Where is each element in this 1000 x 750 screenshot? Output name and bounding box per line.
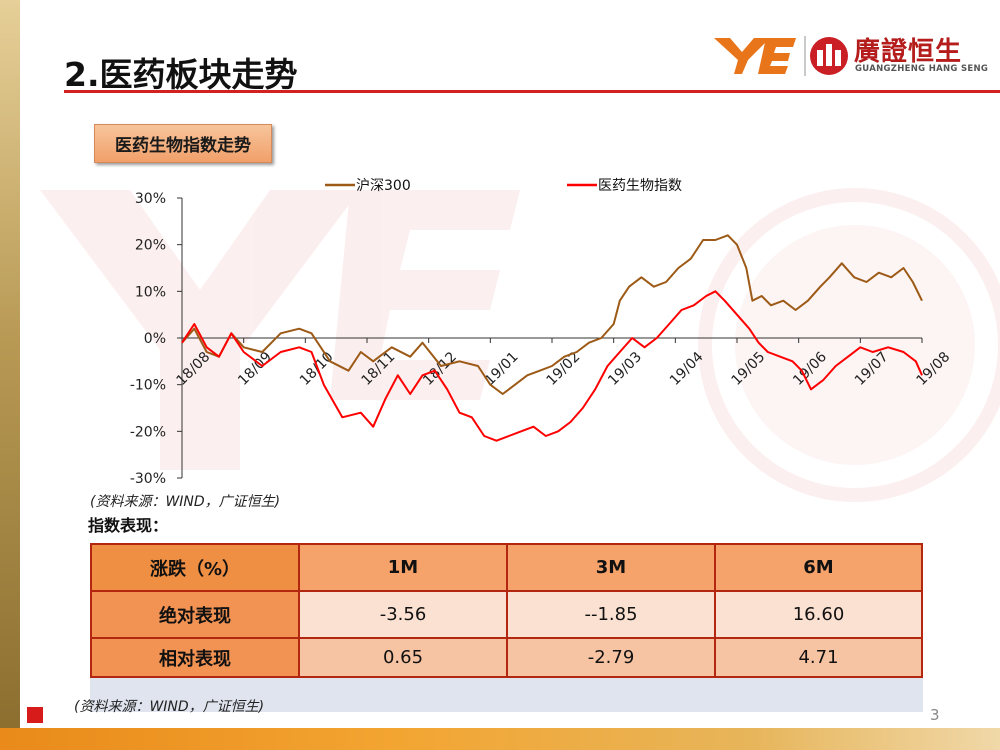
y-tick-label: 0% [144, 331, 166, 347]
table-source-note: (资料来源：WIND，广证恒生) [74, 699, 265, 715]
x-tick-label: 19/07 [852, 349, 892, 389]
performance-title: 指数表现： [88, 516, 169, 535]
left-decor-bar [0, 0, 20, 750]
y-tick-label: 10% [135, 284, 166, 300]
table-cell: 0.65 [298, 637, 508, 678]
y-tick-label: -20% [130, 424, 166, 440]
x-tick-label: 19/04 [667, 349, 707, 389]
header-cell: 6M [714, 543, 923, 592]
table-cell-empty [298, 676, 508, 712]
x-tick-label: 18/09 [235, 349, 275, 389]
page-title: 2.医药板块走势 [64, 55, 298, 94]
x-tick-label: 19/06 [790, 349, 830, 389]
table-header-row: 涨跌（%） 1M 3M 6M [90, 543, 923, 592]
table-cell: --1.85 [506, 590, 716, 639]
y-tick-label: -30% [130, 471, 166, 487]
y-tick-label: 30% [135, 191, 166, 207]
footer-strip [0, 728, 1000, 750]
table-empty-row [90, 676, 923, 712]
logo-name-cn: 廣證恒生 [854, 37, 963, 67]
header-cell: 3M [506, 543, 716, 592]
table-cell-empty [90, 676, 300, 712]
legend-label: 医药生物指数 [598, 178, 682, 194]
performance-table: 涨跌（%） 1M 3M 6M 绝对表现 -3.56 --1.85 16.60 相… [90, 543, 923, 712]
table-cell: 4.71 [714, 637, 923, 678]
footer-square [27, 707, 43, 723]
company-logo: 廣證恒生 GUANGZHENG HANG SENG [712, 34, 988, 78]
series-line-1 [181, 234, 923, 395]
x-tick-label: 18/08 [174, 349, 214, 389]
table-cell: -2.79 [506, 637, 716, 678]
legend-label: 沪深300 [356, 178, 411, 194]
header-cell: 涨跌（%） [90, 543, 300, 592]
x-tick-label: 19/01 [482, 349, 522, 389]
header-cell: 1M [298, 543, 508, 592]
table-cell-empty [506, 676, 716, 712]
row-label: 相对表现 [90, 637, 300, 678]
y-tick-label: -10% [130, 378, 166, 394]
table-cell: -3.56 [298, 590, 508, 639]
table-row: 绝对表现 -3.56 --1.85 16.60 [90, 590, 923, 639]
title-divider [64, 90, 1000, 93]
x-tick-label: 19/05 [729, 349, 769, 389]
row-label: 绝对表现 [90, 590, 300, 639]
table-row: 相对表现 0.65 -2.79 4.71 [90, 637, 923, 678]
table-cell-empty [714, 676, 923, 712]
chart-title-badge: 医药生物指数走势 [94, 124, 272, 163]
logo-name-en: GUANGZHENG HANG SENG [855, 64, 989, 74]
x-tick-label: 18/12 [420, 349, 460, 389]
brand-icon [714, 36, 848, 76]
table-cell: 16.60 [714, 590, 923, 639]
x-tick-label: 19/03 [605, 349, 645, 389]
x-tick-label: 19/02 [544, 349, 584, 389]
chart-source-note: (资料来源：WIND，广证恒生) [90, 494, 281, 510]
x-tick-label: 18/10 [297, 349, 337, 389]
y-tick-label: 20% [135, 238, 166, 254]
series-line-2 [181, 290, 923, 442]
page-number: 3 [930, 706, 940, 724]
